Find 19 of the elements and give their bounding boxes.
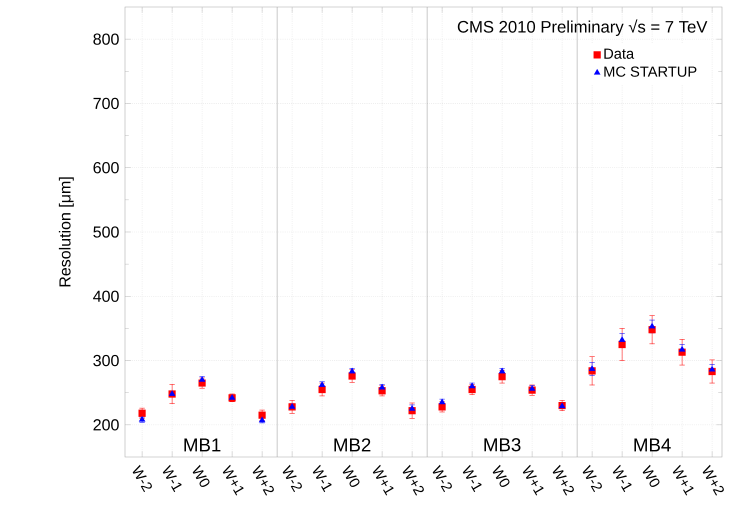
- y-tick-label: 200: [94, 419, 119, 430]
- y-tick-label: 800: [93, 33, 119, 45]
- annotation: MB3: [484, 438, 520, 452]
- y-axis-title: Resolution [μm]: [58, 177, 74, 286]
- y-tick-label: 300: [93, 354, 119, 366]
- legend-label: MC STARTUP: [604, 66, 696, 77]
- x-tick-label: W0: [192, 464, 210, 487]
- annotation: MB4: [634, 438, 671, 452]
- x-tick-label: W0: [642, 464, 660, 487]
- legend-label: Data: [604, 48, 634, 59]
- y-tick-label: 500: [93, 226, 119, 238]
- x-tick-label: W0: [342, 464, 360, 487]
- annotation: CMS 2010 Preliminary √s = 7 TeV: [458, 19, 708, 36]
- x-tick-label: W0: [492, 464, 510, 487]
- y-tick-label: 700: [94, 98, 119, 110]
- annotation: MB1: [184, 438, 220, 452]
- y-tick-label: 600: [94, 162, 119, 174]
- y-tick-label: 400: [93, 290, 119, 302]
- annotation: MB2: [334, 438, 370, 452]
